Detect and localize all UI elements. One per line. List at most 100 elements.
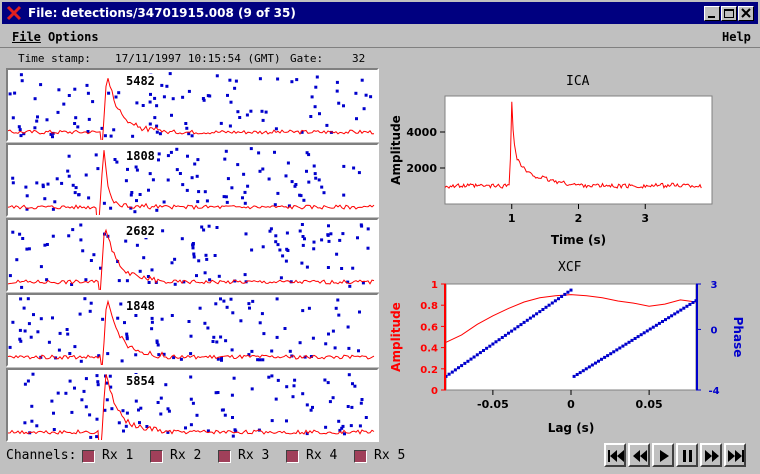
phase-point [191,246,195,250]
rx3-checkbox[interactable] [218,450,231,463]
help-menu[interactable]: Help [722,30,751,44]
phase-point [64,391,68,395]
file-menu[interactable]: File [12,30,41,44]
rx5-checkbox[interactable] [354,450,367,463]
phase-point [67,94,71,97]
xcf-phase-point [547,303,551,307]
phase-point [313,172,317,176]
phase-point [203,271,207,275]
phase-point [305,265,309,269]
phase-point [198,306,202,310]
phase-point [211,340,215,343]
rx1-checkbox[interactable] [82,450,95,463]
phase-point [24,185,28,189]
pause-button[interactable] [676,443,698,467]
phase-point [352,166,356,170]
phase-point [162,95,166,99]
phase-point [84,377,88,381]
phase-point [179,357,183,361]
phase-point [103,408,107,412]
phase-point [55,177,59,181]
phase-point [303,237,306,241]
phase-point [57,88,61,92]
phase-point [45,243,49,246]
rx1-label: Rx 1 [102,448,134,463]
close-button[interactable] [738,6,754,21]
xcf-phase-point [541,308,545,311]
maximize-button[interactable] [721,6,737,21]
phase-point [125,411,129,415]
phase-point [281,254,285,258]
xcf-y2-tick-label: 0 [711,325,718,336]
phase-point [106,352,110,356]
phase-point [53,200,57,204]
ica-plot-area [444,95,713,205]
phase-point [124,179,128,183]
phase-point [230,393,234,397]
options-menu-label: Options [48,30,99,44]
phase-point [320,238,324,242]
rx2-checkbox[interactable] [150,450,163,463]
xcf-phase-point [581,369,585,373]
xcf-phase-point [627,340,631,344]
phase-point [148,122,152,126]
phase-point [125,279,129,283]
phase-point [233,279,237,283]
phase-point [58,331,62,335]
phase-point [150,320,154,324]
phase-point [335,89,339,93]
xcf-x-tick-label: 0.05 [636,398,663,411]
phase-point [79,238,83,242]
xcf-phase-point [597,359,600,363]
phase-point [346,405,350,408]
phase-point [27,322,31,326]
phase-point [135,243,139,247]
phase-point [30,404,34,408]
phase-point [95,374,99,378]
xcf-phase-point [516,325,520,329]
previous-button[interactable] [628,443,650,467]
minimize-button[interactable] [704,6,720,21]
phase-point [261,358,265,362]
phase-point [67,234,71,238]
phase-point [138,193,142,196]
phase-point [298,229,302,233]
phase-point [291,395,295,399]
phase-point [303,355,307,359]
rx4-checkbox[interactable] [286,450,299,463]
phase-point [124,239,128,243]
phase-point [138,269,142,273]
phase-point [116,260,120,263]
ica-x-label: Time (s) [551,233,606,247]
phase-point [257,151,261,155]
phase-point [117,279,121,283]
xcf-phase-point [633,337,637,340]
phase-point [216,357,220,361]
phase-point [189,375,193,379]
play-button[interactable] [652,443,674,467]
xcf-phase-point [475,353,479,357]
phase-point [273,203,277,207]
phase-point [166,178,170,182]
phase-point [18,232,22,236]
first-button[interactable] [604,443,626,467]
trace-plot [8,72,375,140]
last-button[interactable] [724,443,746,467]
phase-point [286,249,290,252]
phase-point [18,128,22,132]
next-button[interactable] [700,443,722,467]
phase-point [195,274,198,278]
xcf-x-label: Lag (s) [548,421,595,435]
phase-point [212,335,216,339]
xcf-phase-point [587,365,591,369]
xcf-amplitude-line [445,294,697,343]
phase-point [166,154,170,158]
phase-point [175,147,179,151]
phase-point [56,110,60,114]
amplitude-trace [8,150,375,215]
phase-point [197,190,201,194]
phase-point [8,92,12,96]
xcf-phase-point [500,336,504,339]
options-menu[interactable]: Options [48,30,99,44]
phase-point [270,419,274,423]
